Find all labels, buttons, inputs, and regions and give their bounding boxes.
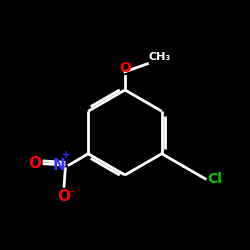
Text: O: O — [28, 156, 42, 171]
Text: ⁻: ⁻ — [69, 189, 75, 199]
Text: +: + — [62, 150, 70, 160]
Text: N: N — [52, 158, 65, 172]
Text: O: O — [119, 61, 131, 75]
Text: O: O — [58, 189, 70, 204]
Text: Cl: Cl — [208, 172, 222, 186]
Text: CH₃: CH₃ — [149, 52, 171, 62]
